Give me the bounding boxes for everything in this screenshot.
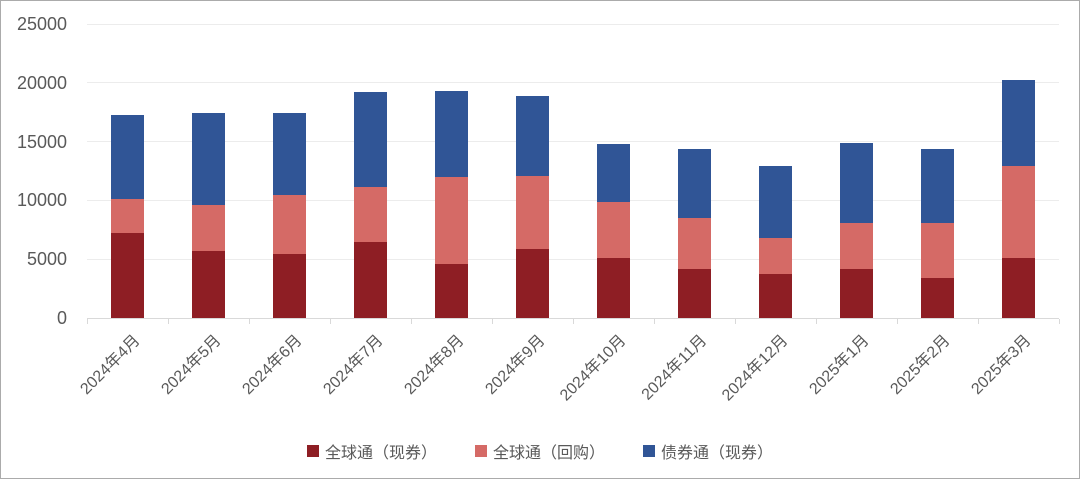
x-axis-category-label: 2025年3月 [968, 332, 1035, 399]
bar-segment [678, 218, 711, 269]
x-axis-category-label: 2024年10月 [557, 332, 630, 405]
bar-segment [1002, 166, 1035, 258]
bar-segment [516, 248, 549, 318]
legend-item: 全球通（回购） [474, 439, 605, 463]
y-axis-tick-label: 10000 [16, 190, 67, 211]
bar-segment [516, 176, 549, 249]
y-axis-tick-label: 5000 [26, 249, 67, 270]
gridline [87, 141, 1059, 143]
x-axis-tick [330, 319, 331, 324]
bar-segment [192, 113, 225, 206]
x-axis-tick [249, 319, 250, 324]
bar-segment [678, 149, 711, 219]
bar-segment [840, 223, 873, 269]
x-axis-category-label: 2024年6月 [239, 332, 306, 399]
bar-segment [111, 233, 144, 318]
y-axis-tick-label: 25000 [16, 14, 67, 34]
gridline [87, 23, 1059, 25]
bar-segment [597, 143, 630, 203]
x-axis-category-label: 2024年8月 [401, 332, 468, 399]
x-axis-category-label: 2024年12月 [719, 332, 792, 405]
legend-label: 全球通（现券） [324, 445, 437, 462]
legend-label: 债券通（现券） [661, 445, 774, 462]
bar-segment [435, 264, 468, 318]
x-axis-tick [411, 319, 412, 324]
x-axis-category-label: 2024年9月 [482, 332, 549, 399]
x-axis-tick [897, 319, 898, 324]
x-axis-tick [1059, 319, 1060, 324]
bar-segment [597, 202, 630, 259]
bar-segment [192, 250, 225, 318]
gridline [87, 82, 1059, 84]
bar-segment [273, 112, 306, 196]
x-axis-tick [735, 319, 736, 324]
legend-label: 全球通（回购） [492, 445, 605, 462]
legend-item: 全球通（现券） [306, 439, 437, 463]
gridline [87, 258, 1059, 260]
bar-segment [921, 149, 954, 224]
bar-segment [759, 166, 792, 239]
chart-legend: 全球通（现券） 全球通（回购） 债券通（现券） [1, 439, 1079, 463]
x-axis-category-label: 2024年7月 [320, 332, 387, 399]
bar-segment [192, 205, 225, 251]
y-axis-tick-label: 0 [56, 308, 67, 328]
bar-segment [597, 258, 630, 318]
legend-swatch-icon [306, 445, 319, 457]
y-axis-tick-label: 20000 [16, 72, 67, 93]
bar-segment [840, 142, 873, 224]
x-axis-tick [978, 319, 979, 324]
legend-item: 债券通（现券） [643, 439, 773, 463]
bar-segment [273, 195, 306, 255]
bar-segment [111, 198, 144, 234]
bar-segment [435, 176, 468, 265]
x-axis-line [87, 318, 1059, 319]
bar-segment [516, 95, 549, 177]
x-axis-tick [168, 319, 169, 324]
bar-segment [111, 114, 144, 199]
bar-segment [354, 241, 387, 318]
x-axis-tick [573, 319, 574, 324]
bar-segment [273, 254, 306, 318]
bar-segment [759, 238, 792, 275]
bar-segment [354, 186, 387, 242]
bar-segment [840, 268, 873, 318]
legend-swatch-icon [643, 445, 655, 457]
bar-segment [759, 274, 792, 318]
x-axis-category-label: 2024年4月 [77, 332, 144, 399]
bar-segment [678, 268, 711, 318]
gridline [87, 199, 1059, 201]
x-axis-category-label: 2024年11月 [638, 332, 711, 404]
legend-swatch-icon [474, 445, 487, 457]
x-axis-tick [654, 319, 655, 324]
bar-segment [921, 223, 954, 278]
x-axis-tick [816, 319, 817, 324]
x-axis-category-label: 2024年5月 [158, 332, 225, 399]
bar-segment [435, 91, 468, 177]
bar-segment [1002, 258, 1035, 318]
bar-segment [921, 278, 954, 318]
bar-segment [354, 92, 387, 187]
x-axis-tick [492, 319, 493, 324]
x-axis-tick [87, 319, 88, 324]
y-axis-tick-label: 15000 [16, 131, 67, 152]
x-axis-category-label: 2025年2月 [887, 332, 954, 399]
bar-segment [1002, 80, 1035, 167]
x-axis-category-label: 2025年1月 [806, 332, 873, 399]
